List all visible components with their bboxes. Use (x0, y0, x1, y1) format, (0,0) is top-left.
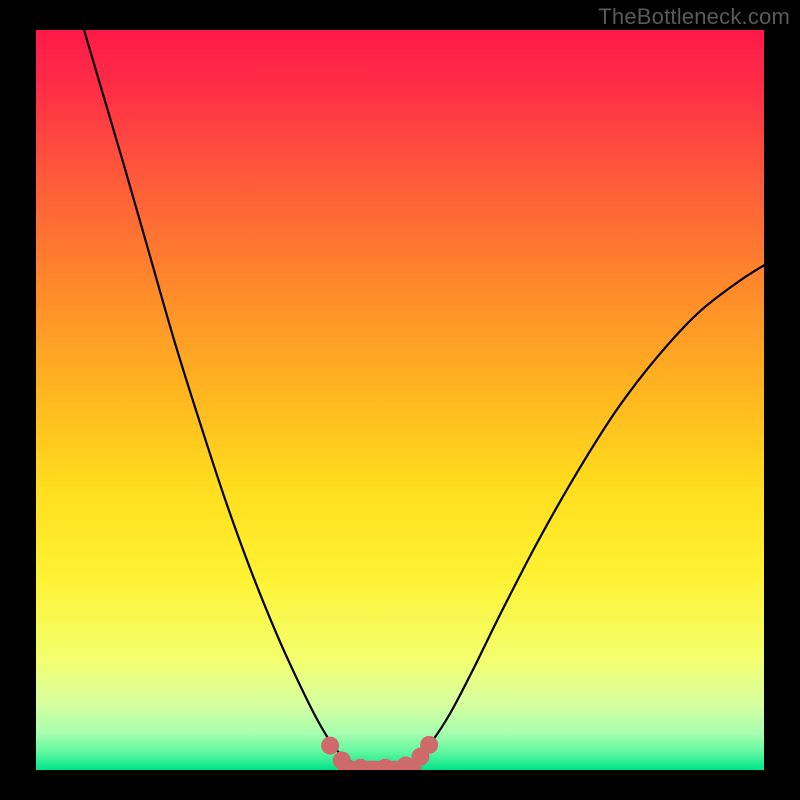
bottom-marker-dot (321, 737, 339, 755)
bottleneck-chart (0, 0, 800, 800)
watermark-text: TheBottleneck.com (598, 4, 790, 30)
bottom-marker-dot (420, 736, 438, 754)
bottom-marker-dot (333, 751, 351, 769)
chart-background-gradient (36, 30, 764, 770)
